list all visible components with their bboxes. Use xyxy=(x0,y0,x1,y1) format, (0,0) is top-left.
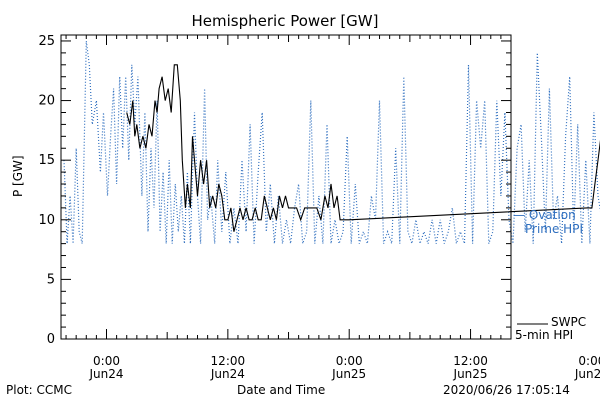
x-axis-ticks: 0:00Jun2412:00Jun240:00Jun2512:00Jun250:… xyxy=(65,35,600,381)
legend-ovation-line2: Prime HPI xyxy=(525,222,583,236)
legend-ovation-line1: — Ovation xyxy=(513,208,576,222)
y-tick-label: 5 xyxy=(47,272,55,287)
swpc-line xyxy=(126,64,600,232)
swpc-series xyxy=(126,64,600,232)
x-tick-label-time: 12:00 xyxy=(453,354,488,368)
legend-swpc-line1: SWPC xyxy=(551,315,587,329)
x-tick-label-date: Jun26 xyxy=(574,367,600,381)
y-tick-label: 10 xyxy=(38,213,55,228)
y-tick-label: 15 xyxy=(38,153,55,168)
y-tick-label: 20 xyxy=(38,94,55,109)
x-tick-label-time: 0:00 xyxy=(336,354,363,368)
x-tick-label-date: Jun24 xyxy=(210,367,245,381)
chart-title: Hemispheric Power [GW] xyxy=(191,12,379,30)
x-tick-label-date: Jun24 xyxy=(88,367,123,381)
y-axis-label: P [GW] xyxy=(11,155,25,197)
x-tick-label-time: 12:00 xyxy=(211,354,246,368)
x-tick-label-date: Jun25 xyxy=(331,367,366,381)
x-tick-label-time: 0:00 xyxy=(578,354,600,368)
ovation-prime-line xyxy=(63,40,600,244)
legend-swpc-line2: 5-min HPI xyxy=(515,328,574,342)
x-tick-label-date: Jun25 xyxy=(453,367,488,381)
ovation-prime-series xyxy=(63,40,600,244)
plot-frame xyxy=(60,34,512,340)
y-tick-label: 25 xyxy=(38,34,55,49)
x-axis-label: Date and Time xyxy=(237,383,326,397)
y-axis-ticks: 0 5 10 15 20 25 xyxy=(38,34,511,347)
x-tick-label-time: 0:00 xyxy=(93,354,120,368)
plot-credit: Plot: CCMC xyxy=(6,383,72,397)
timestamp: 2020/06/26 17:05:14 xyxy=(443,383,570,397)
y-tick-label: 0 xyxy=(47,332,55,347)
